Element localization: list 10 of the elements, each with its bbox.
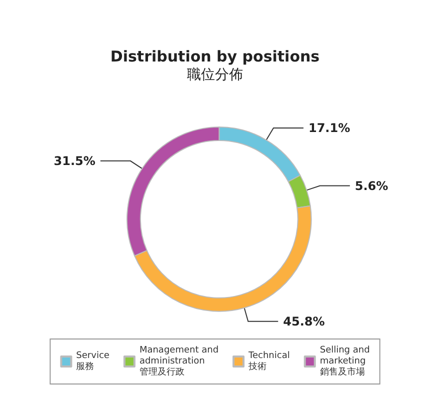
- data-label: 31.5%: [54, 154, 96, 168]
- legend-label: Service 服務: [76, 351, 110, 372]
- legend-label: Technical 技術: [248, 351, 290, 372]
- chart-title: Distribution by positions: [110, 48, 320, 66]
- data-label: 45.8%: [283, 314, 325, 328]
- data-label: 17.1%: [308, 120, 350, 135]
- chart-subtitle: 職位分佈: [187, 67, 243, 83]
- data-label: 5.6%: [354, 178, 388, 193]
- legend-label: Management and administration 管理及行政: [139, 346, 219, 378]
- legend-label: Selling and marketing 銷售及市場: [320, 346, 370, 378]
